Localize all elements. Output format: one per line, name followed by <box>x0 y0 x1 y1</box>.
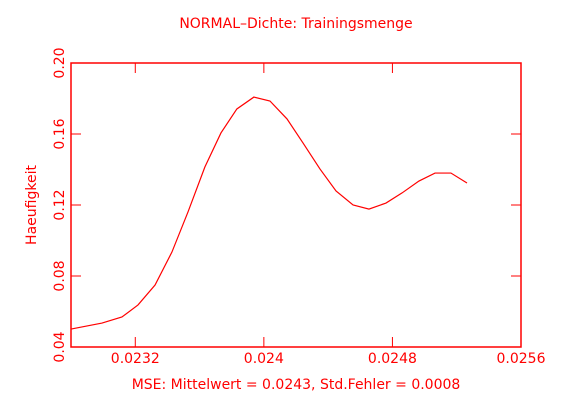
x-tick-label: 0.0232 <box>111 351 160 367</box>
y-axis-label: Haeufigkeit <box>24 165 40 245</box>
y-tick-label: 0.20 <box>52 47 68 78</box>
chart-title: NORMAL–Dichte: Trainingsmenge <box>179 16 412 32</box>
x-tick-label: 0.0256 <box>497 351 546 367</box>
x-axis-label: MSE: Mittelwert = 0.0243, Std.Fehler = 0… <box>132 377 461 393</box>
x-tick-label: 0.024 <box>244 351 284 367</box>
x-tick-label: 0.0248 <box>368 351 417 367</box>
data-line <box>70 96 468 330</box>
y-tick-label: 0.16 <box>52 118 68 149</box>
y-tick-label: 0.12 <box>52 189 68 220</box>
y-tick-label: 0.08 <box>52 260 68 291</box>
y-tick-label: 0.04 <box>52 331 68 362</box>
